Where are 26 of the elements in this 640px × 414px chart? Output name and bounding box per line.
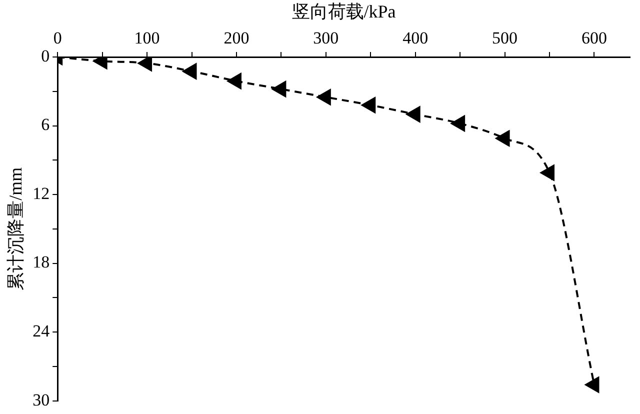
point: [316, 89, 331, 106]
y-tick-label: 12: [32, 184, 50, 203]
point: [406, 106, 420, 122]
x-tick-label: 500: [492, 28, 518, 48]
x-tick-label: 600: [581, 28, 607, 48]
y-tick-label: 30: [32, 390, 50, 410]
y-tick-label: 6: [41, 115, 50, 134]
point: [585, 376, 600, 393]
x-tick-label: 0: [53, 28, 62, 48]
point: [272, 81, 286, 98]
x-tick-label: 100: [134, 28, 160, 48]
y-tick-label: 18: [32, 252, 50, 272]
point: [362, 97, 376, 114]
point: [496, 130, 510, 146]
x-tick-label: 400: [402, 28, 428, 48]
y-tick-label: 0: [41, 46, 50, 66]
point: [182, 63, 197, 80]
x-axis-title: 竖向荷载/kPa: [292, 2, 396, 22]
y-tick-label: 24: [32, 322, 50, 341]
point: [138, 57, 152, 72]
point: [540, 164, 555, 181]
point: [451, 116, 466, 132]
x-tick-label: 200: [224, 28, 250, 48]
x-tick-label: 300: [313, 28, 339, 48]
y-axis-title: 累计沉降量/mm: [6, 167, 26, 290]
point: [227, 73, 242, 89]
